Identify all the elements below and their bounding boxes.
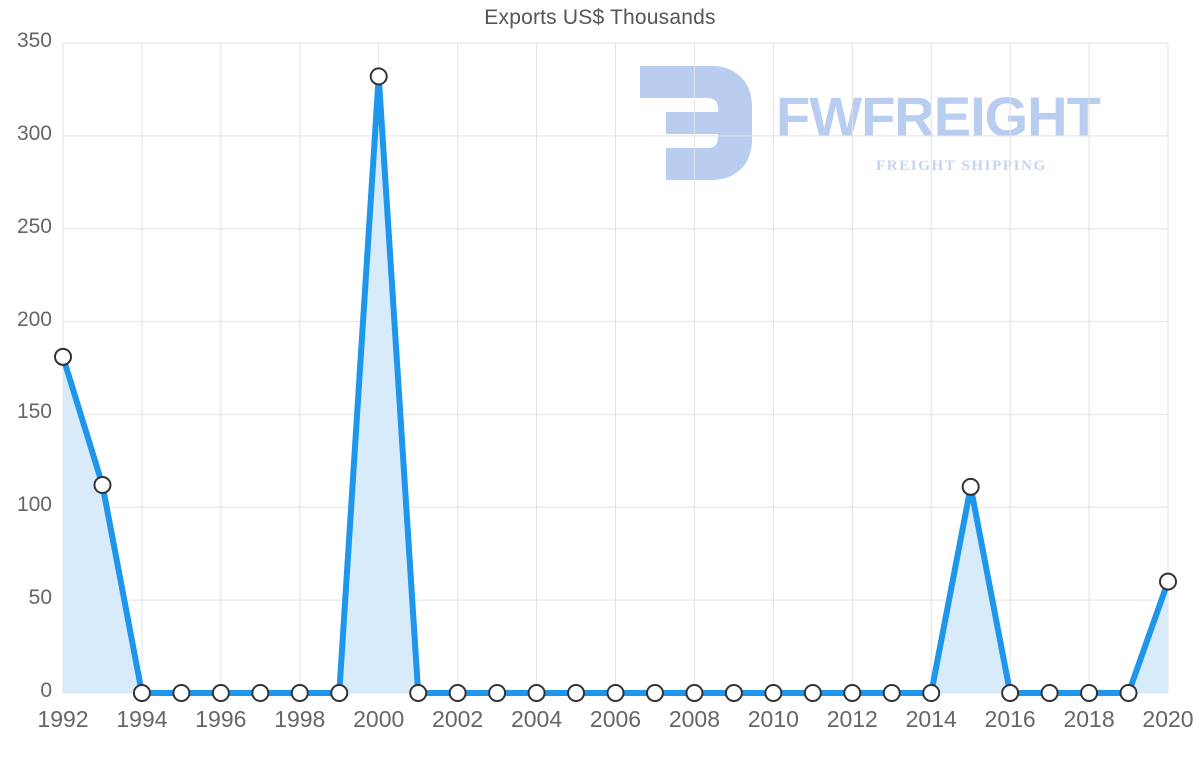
x-axis-tick-label: 2006 — [589, 706, 642, 732]
y-axis-tick-label: 350 — [16, 29, 52, 52]
data-point-markers — [54, 67, 1177, 702]
y-axis-tick-label: 50 — [28, 586, 52, 610]
y-axis-tick-label: 200 — [16, 307, 52, 331]
y-axis-tick-label: 250 — [16, 214, 52, 238]
x-axis-tick-label: 1992 — [37, 706, 89, 732]
x-axis-tick-label: 1996 — [195, 706, 247, 732]
grid-lines — [62, 42, 1169, 694]
x-axis-tick-label: 2010 — [747, 706, 799, 732]
x-axis-tick-label: 2000 — [353, 706, 405, 732]
x-axis-tick-label: 2008 — [668, 706, 720, 732]
y-axis-tick-label: 150 — [16, 400, 52, 424]
x-axis-tick-label: 2020 — [1142, 706, 1194, 732]
x-axis-tick-label: 2014 — [905, 706, 957, 732]
x-axis-tick-label: 2012 — [826, 706, 878, 732]
x-axis-tick-label: 2016 — [984, 706, 1036, 732]
y-axis-tick-label: 300 — [16, 121, 52, 145]
y-axis-tick-label: 100 — [16, 493, 52, 517]
x-axis-tick-label: 2018 — [1063, 706, 1115, 732]
chart-title: Exports US$ Thousands — [484, 6, 716, 29]
x-axis-tick-label: 1998 — [274, 706, 326, 732]
x-axis-tick-label: 2002 — [432, 706, 484, 732]
x-axis-tick-label: 1994 — [116, 706, 168, 732]
y-axis-tick-label: 0 — [40, 679, 52, 702]
x-axis-tick-label: 2004 — [510, 706, 563, 732]
